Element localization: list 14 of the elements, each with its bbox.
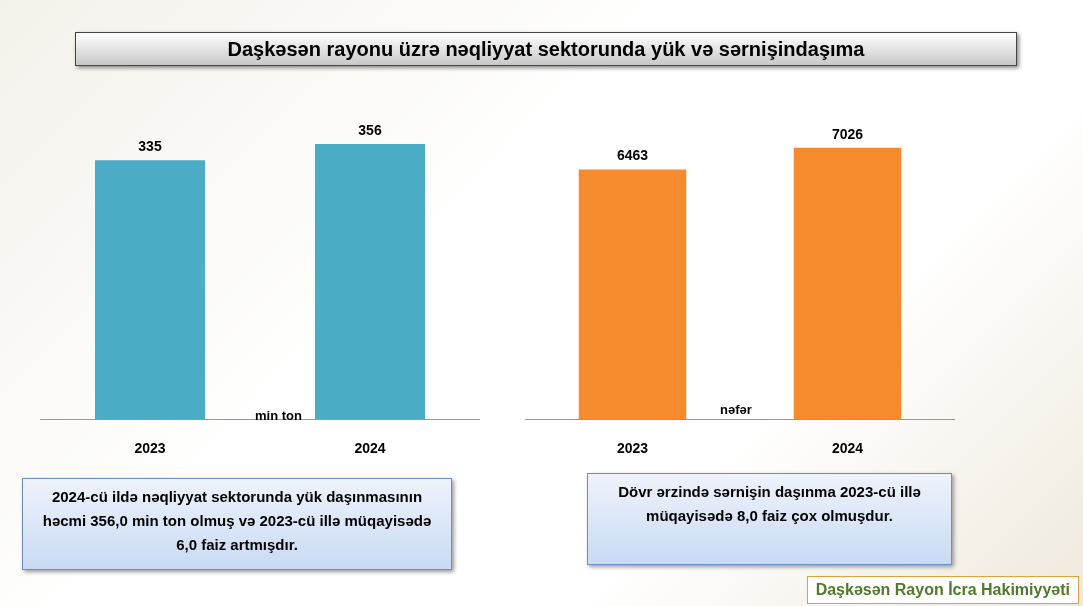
x-tick-label: 2023 <box>134 440 166 457</box>
data-label: 7026 <box>831 125 864 142</box>
text: Daşkəsən Rayon İcra Hakimiyyəti <box>806 576 1079 604</box>
data-label: 6463 <box>616 147 649 164</box>
annotation: min ton <box>255 408 302 423</box>
text: 2024-cü ildə nəqliyyat sektorunda yük daşınmasının həcmi 356,0 min ton olmuş və 2023-cü illə müqayisədə 6,0 faiz artmışdır. <box>22 478 452 570</box>
data-label: 356 <box>358 121 382 138</box>
text: Dövr ərzində sərnişin daşınma 2023-cü illə müqayisədə 8,0 faiz çox olmuşdur. <box>587 473 952 565</box>
annotation: nəfər <box>720 402 752 417</box>
x-tick-label: 2024 <box>354 440 386 457</box>
data-label: 335 <box>138 138 162 155</box>
text: Daşkəsən rayonu üzrə nəqliyyat sektorunda yük və sərnişindaşıma <box>75 32 1017 66</box>
x-tick-label: 2024 <box>831 440 864 457</box>
x-tick-label: 2023 <box>616 440 649 457</box>
